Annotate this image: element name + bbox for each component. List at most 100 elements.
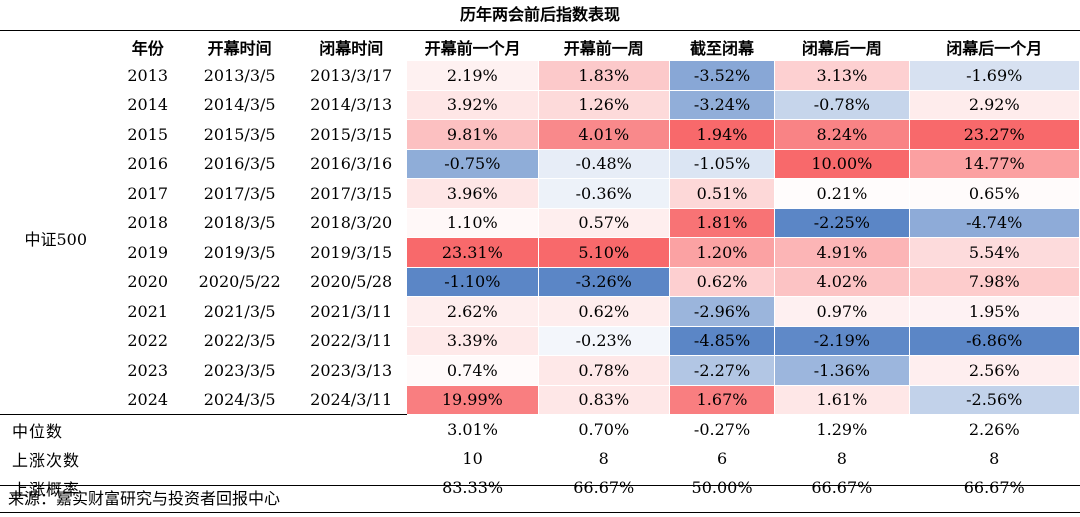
index-performance-table: 年份 开幕时间 闭幕时间 开幕前一个月 开幕前一周 截至闭幕 闭幕后一周 闭幕后…: [0, 32, 1080, 502]
bottom-rule: [0, 485, 1080, 486]
table-row: 2023 2023/3/5 2023/3/13 0.74% 0.78% -2.27% -1.…: [0, 355, 1080, 386]
heatmap-cell: -0.23%: [538, 326, 670, 356]
summary-row: 上涨次数 10 8 6 8 8: [0, 444, 1080, 473]
heatmap-cell: -4.85%: [669, 326, 776, 356]
heatmap-cell: 0.21%: [774, 178, 910, 209]
heatmap-cell: 4.02%: [774, 267, 910, 297]
heatmap-cell: 0.78%: [538, 355, 670, 386]
summary-value: 0.70%: [538, 414, 670, 444]
heatmap-cell: -0.75%: [406, 149, 539, 179]
index-name-label: 中证500: [24, 229, 88, 249]
close-date-cell: 2014/3/13: [310, 95, 393, 115]
summary-value: 1.29%: [774, 414, 909, 444]
summary-value: -0.27%: [669, 414, 775, 444]
col-header-post-close-week: 闭幕后一周: [801, 38, 882, 58]
heatmap-cell: 3.13%: [774, 61, 910, 91]
open-date-cell: 2017/3/5: [203, 183, 276, 203]
heatmap-cell: 2.56%: [909, 355, 1080, 386]
source-note: 来源：嘉实财富研究与投资者回报中心: [8, 489, 281, 508]
heatmap-cell: -6.86%: [909, 326, 1080, 356]
table-row: 2017 2017/3/5 2017/3/15 3.96% -0.36% 0.51% 0.2…: [0, 178, 1080, 209]
table-row: 2022 2022/3/5 2022/3/11 3.39% -0.23% -4.85% -2…: [0, 326, 1080, 356]
col-header-close-date: 闭幕时间: [319, 38, 384, 58]
close-date-cell: 2023/3/13: [310, 360, 393, 380]
table-row: 2024 2024/3/5 2024/3/11 19.99% 0.83% 1.67% 1.6…: [0, 385, 1080, 415]
heatmap-cell: -1.69%: [909, 61, 1080, 91]
close-date-cell: 2013/3/17: [310, 66, 393, 85]
heatmap-cell: 1.94%: [669, 119, 776, 150]
heatmap-cell: 3.39%: [406, 326, 539, 356]
table-row: 中证500 2013 2013/3/5 2013/3/17 2.19% 1.83% -3.5…: [0, 61, 1080, 249]
table-row: 2018 2018/3/5 2018/3/20 1.10% 0.57% 1.81% -2.2…: [0, 208, 1080, 238]
table-row: 2021 2021/3/5 2021/3/11 2.62% 0.62% -2.96% 0.9…: [0, 296, 1080, 327]
heatmap-cell: 8.24%: [774, 119, 910, 150]
col-header-open-date: 开幕时间: [207, 38, 272, 58]
heatmap-cell: 0.62%: [538, 296, 670, 327]
heatmap-cell: 0.97%: [774, 296, 910, 327]
summary-row: 上涨概率 83.33% 66.67% 50.00% 66.67% 66.67%: [0, 473, 1080, 502]
heatmap-cell: -2.25%: [774, 208, 910, 238]
open-date-cell: 2021/3/5: [203, 301, 276, 321]
top-rule: [0, 30, 1080, 31]
heatmap-cell: 7.98%: [909, 267, 1080, 297]
heatmap-cell: 1.61%: [774, 385, 910, 415]
heatmap-cell: -3.52%: [669, 61, 776, 91]
close-date-cell: 2018/3/20: [310, 213, 393, 233]
heatmap-cell: 0.62%: [669, 267, 776, 297]
heatmap-cell: -0.48%: [538, 149, 670, 179]
close-date-cell: 2015/3/15: [310, 124, 393, 144]
summary-value: 66.67%: [573, 478, 635, 497]
year-cell: 2017: [127, 183, 169, 203]
table-row: 2020 2020/5/22 2020/5/28 -1.10% -3.26% 0.62% 4…: [0, 267, 1080, 297]
heatmap-cell: 23.27%: [909, 119, 1080, 150]
open-date-cell: 2013/3/5: [203, 66, 276, 85]
heatmap-cell: 5.10%: [538, 237, 670, 268]
close-date-cell: 2020/5/28: [310, 272, 393, 292]
heatmap-cell: 2.62%: [406, 296, 539, 327]
heatmap-cell: -0.78%: [774, 90, 910, 120]
heatmap-cell: 2.92%: [909, 90, 1080, 120]
heatmap-cell: -2.96%: [669, 296, 776, 327]
open-date-cell: 2022/3/5: [203, 331, 276, 351]
summary-value: 10: [462, 449, 483, 468]
summary-value: 2.26%: [909, 414, 1080, 444]
summary-value: 8: [989, 449, 1000, 468]
close-date-cell: 2017/3/15: [310, 183, 393, 203]
year-cell: 2014: [127, 95, 169, 115]
heatmap-cell: -1.36%: [774, 355, 910, 386]
heatmap-cell: -3.24%: [669, 90, 776, 120]
summary-label: 上涨次数: [12, 450, 81, 470]
year-cell: 2019: [127, 242, 169, 262]
table-title: 历年两会前后指数表现: [459, 5, 620, 24]
summary-value: 83.33%: [442, 478, 504, 497]
heatmap-cell: 0.51%: [669, 178, 776, 209]
heatmap-cell: 4.01%: [538, 119, 670, 150]
col-header-pre-open-week: 开幕前一周: [563, 38, 644, 58]
open-date-cell: 2016/3/5: [203, 154, 276, 174]
year-cell: 2015: [127, 124, 169, 144]
heatmap-cell: -1.10%: [406, 267, 539, 297]
heatmap-cell: 4.91%: [774, 237, 910, 268]
summary-value: 8: [598, 449, 609, 468]
year-cell: 2023: [127, 360, 169, 380]
heatmap-cell: -1.05%: [669, 149, 776, 179]
col-header-year: 年份: [131, 38, 164, 58]
col-header-pre-open-month: 开幕前一个月: [424, 38, 521, 58]
summary-row: 中位数 3.01% 0.70% -0.27% 1.29% 2.26%: [0, 414, 1080, 444]
heatmap-cell: 10.00%: [774, 149, 910, 179]
close-date-cell: 2021/3/11: [310, 301, 393, 321]
heatmap-cell: 19.99%: [406, 385, 539, 415]
summary-value: 3.01%: [406, 414, 539, 444]
heatmap-cell: 1.67%: [669, 385, 776, 415]
open-date-cell: 2018/3/5: [203, 213, 276, 233]
heatmap-cell: 1.95%: [909, 296, 1080, 327]
heatmap-cell: 1.83%: [538, 61, 670, 91]
heatmap-cell: 14.77%: [909, 149, 1080, 179]
heatmap-cell: 0.74%: [406, 355, 539, 386]
heatmap-cell: 1.26%: [538, 90, 670, 120]
open-date-cell: 2014/3/5: [203, 95, 276, 115]
table-row: 2015 2015/3/5 2015/3/15 9.81% 4.01% 1.94% 8.24…: [0, 119, 1080, 150]
heatmap-cell: -3.26%: [538, 267, 670, 297]
heatmap-cell: -2.56%: [909, 385, 1080, 415]
